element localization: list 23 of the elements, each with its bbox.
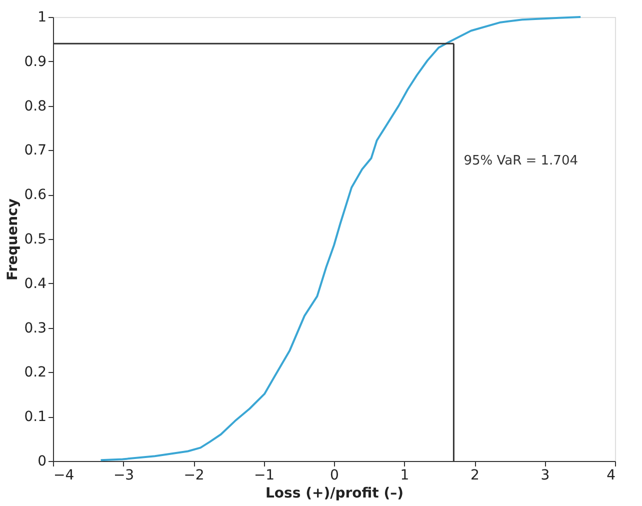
ref-line-label: 95% VaR = 1.704 [464, 154, 578, 168]
x-axis-title: Loss (+)/profit (–) [265, 486, 404, 502]
x-tick-label: 3 [540, 468, 550, 484]
y-tick-label: 0.6 [24, 187, 47, 204]
y-tick-label: 0.1 [24, 409, 46, 426]
x-tick-label: −1 [254, 468, 275, 484]
y-tick-label: 0.5 [24, 232, 46, 248]
y-tick-label: 0.4 [24, 276, 47, 292]
y-tick-label: 0.2 [24, 364, 46, 381]
y-axis-title: Frequency [5, 198, 22, 280]
x-tick-label: −4 [54, 468, 74, 484]
x-tick-label: −3 [113, 468, 134, 484]
y-tick-label: 0.3 [24, 320, 46, 336]
y-tick-label: 1 [38, 10, 46, 26]
y-tick-label: 0 [38, 454, 46, 470]
y-tick-label: 0.8 [24, 98, 46, 114]
y-tick-label: 0.9 [24, 54, 46, 70]
x-tick-label: 2 [470, 468, 480, 484]
x-tick-label: 1 [400, 468, 410, 484]
x-tick-label: 4 [606, 468, 616, 484]
y-tick-label: 0.7 [24, 142, 46, 159]
x-tick-label: −2 [184, 468, 204, 484]
x-tick-label: 0 [330, 468, 339, 484]
